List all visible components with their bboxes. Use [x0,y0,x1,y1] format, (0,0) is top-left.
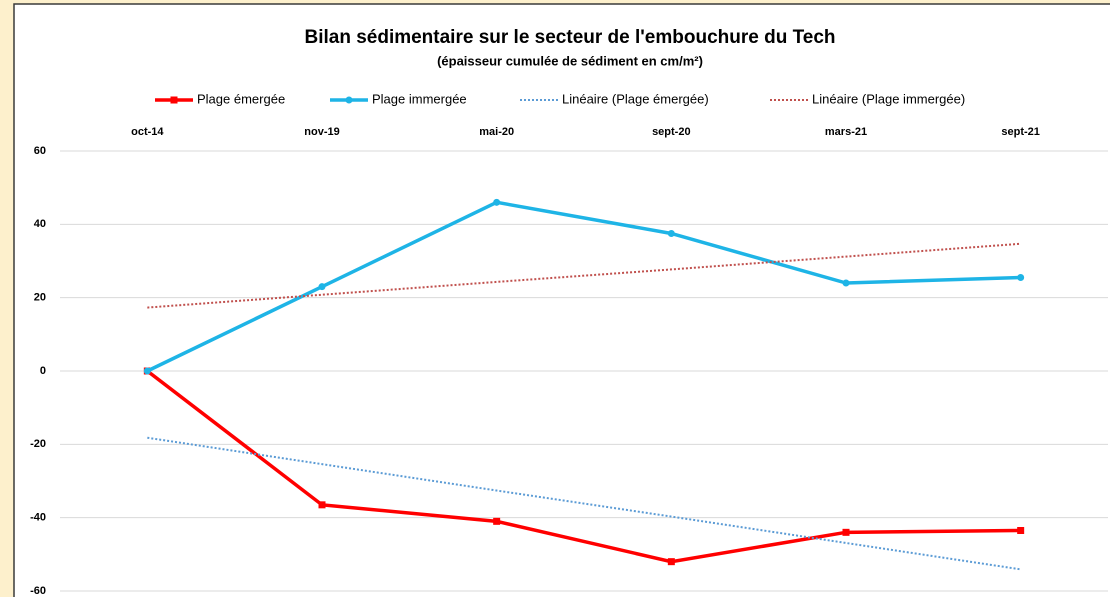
y-tick-label: 40 [34,218,46,230]
point [318,501,326,509]
series-line [146,369,1021,564]
y-tick-label: -20 [30,438,46,450]
point [1017,274,1025,281]
legend-label: Linéaire (Plage émergée) [562,91,709,106]
legend-label: Plage émergée [197,91,285,106]
point [493,517,501,525]
point [493,198,501,206]
legend-label: Linéaire (Plage immergée) [812,91,965,106]
series-line [146,200,1021,373]
point [143,367,151,375]
y-tick-label: 60 [34,145,46,157]
legend-marker [345,96,353,104]
legend-label: Plage immergée [372,91,467,106]
x-tick-label: oct-14 [131,126,164,138]
x-tick-label: nov-19 [304,126,339,138]
point [667,558,675,566]
x-tick-label: sept-20 [652,126,691,138]
trend-line [147,436,1021,571]
x-tick-label: sept-21 [1001,126,1040,138]
y-tick-label: -40 [30,512,46,524]
point [1017,527,1025,534]
point [318,283,326,291]
point [842,279,850,287]
x-tick-label: mai-20 [479,126,514,138]
x-tick-label: mars-21 [825,126,867,138]
y-tick-label: 0 [40,365,46,377]
chart-subtitle: (épaisseur cumulée de sédiment en cm/m²) [437,53,703,68]
y-tick-label: 20 [34,292,46,304]
point [842,528,850,536]
y-tick-label: -60 [30,585,46,597]
trend-line [147,242,1021,309]
chart-title: Bilan sédimentaire sur le secteur de l'e… [304,27,835,48]
point [667,230,675,237]
legend-marker [170,96,178,104]
chart-area [13,3,1110,597]
